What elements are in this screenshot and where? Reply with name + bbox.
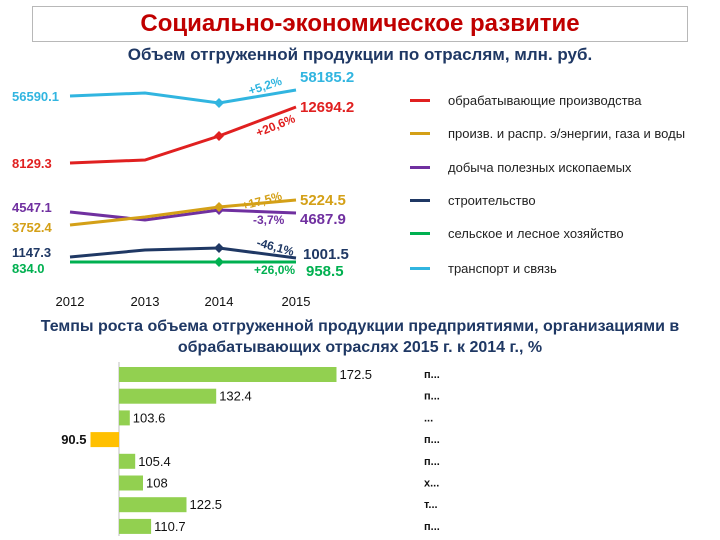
series-marker xyxy=(214,202,224,212)
series-marker xyxy=(214,243,224,253)
legend-item: строительство xyxy=(410,190,536,210)
series-marker xyxy=(214,257,224,267)
series-line xyxy=(69,208,297,222)
legend-item: добыча полезных ископаемых xyxy=(410,157,631,177)
legend-swatch xyxy=(410,266,430,270)
bar xyxy=(119,367,337,382)
bar xyxy=(119,453,136,469)
legend-label: обрабатывающие производства xyxy=(448,92,642,108)
legend-swatch xyxy=(410,231,430,235)
bar xyxy=(119,497,187,513)
legend-item: обрабатывающие производства xyxy=(410,90,642,110)
bar-category-label: х... xyxy=(424,478,439,490)
legend-item: транспорт и связь xyxy=(410,258,557,278)
series-start-label: 4547.1 xyxy=(12,200,52,215)
bar-chart-title: Темпы роста объема отгруженной продукции… xyxy=(40,318,680,356)
bar-value-label: 90.5 xyxy=(61,432,86,447)
series-end-label: 4687.9 xyxy=(300,211,346,228)
bar-value-label: 103.6 xyxy=(133,410,166,425)
legend-label: добыча полезных ископаемых xyxy=(448,159,632,175)
series-change-label: +26,0% xyxy=(254,263,295,277)
bar-category-label: п... xyxy=(424,521,440,533)
legend-label: транспорт и связь xyxy=(448,260,557,276)
legend-label: произв. и распр. э/энергии, газа и воды xyxy=(448,125,686,141)
bar-category-label: ... xyxy=(424,412,433,424)
legend-item: произв. и распр. э/энергии, газа и воды xyxy=(410,123,685,143)
x-tick-label: 2013 xyxy=(131,294,160,309)
page-title: Социально-экономическое развитие xyxy=(140,10,580,37)
bar-category-label: п... xyxy=(424,434,440,446)
series-change-label: -3,7% xyxy=(253,213,285,227)
series-line xyxy=(69,198,297,227)
legend-label: сельское и лесное хозяйство xyxy=(448,225,624,241)
bar xyxy=(119,475,143,491)
bar xyxy=(119,388,217,404)
series-line xyxy=(69,105,297,165)
legend-swatch xyxy=(410,131,430,135)
bar-value-label: 172.5 xyxy=(340,367,373,382)
legend-swatch xyxy=(410,198,430,202)
bar xyxy=(119,410,130,426)
legend-swatch xyxy=(410,165,430,169)
series-end-label: 1001.5 xyxy=(303,246,349,263)
series-line xyxy=(69,246,297,260)
title-box: Социально-экономическое развитие xyxy=(32,6,688,42)
x-tick-label: 2012 xyxy=(56,294,85,309)
bar-category-label: т... xyxy=(424,499,438,511)
bar-value-label: 105.4 xyxy=(138,454,171,469)
bar-value-label: 122.5 xyxy=(190,497,223,512)
bar-category-label: п... xyxy=(424,369,440,381)
bar xyxy=(119,518,152,534)
x-tick-label: 2015 xyxy=(282,294,311,309)
series-end-label: 958.5 xyxy=(306,263,344,280)
series-start-label: 1147.3 xyxy=(12,245,51,260)
bar-value-label: 110.7 xyxy=(154,519,186,534)
line-chart-title: Объем отгруженной продукции по отраслям,… xyxy=(127,45,593,64)
x-tick-label: 2014 xyxy=(205,294,234,309)
series-start-label: 3752.4 xyxy=(12,220,53,235)
series-end-label: 58185.2 xyxy=(300,69,354,86)
series-start-label: 834.0 xyxy=(12,261,45,276)
series-line xyxy=(69,88,297,105)
legend-swatch xyxy=(410,98,430,102)
bar-category-label: п... xyxy=(424,391,440,403)
series-end-label: 12694.2 xyxy=(300,99,354,116)
bar xyxy=(90,432,119,448)
legend-label: строительство xyxy=(448,192,536,208)
bar-value-label: 108 xyxy=(146,476,168,491)
bar-category-label: п... xyxy=(424,456,440,468)
series-start-label: 8129.3 xyxy=(12,156,52,171)
legend-item: сельское и лесное хозяйство xyxy=(410,223,624,243)
series-end-label: 5224.5 xyxy=(300,192,346,209)
bar-value-label: 132.4 xyxy=(219,389,252,404)
series-start-label: 56590.1 xyxy=(12,89,59,104)
series-marker xyxy=(214,131,224,141)
series-marker xyxy=(214,98,224,108)
